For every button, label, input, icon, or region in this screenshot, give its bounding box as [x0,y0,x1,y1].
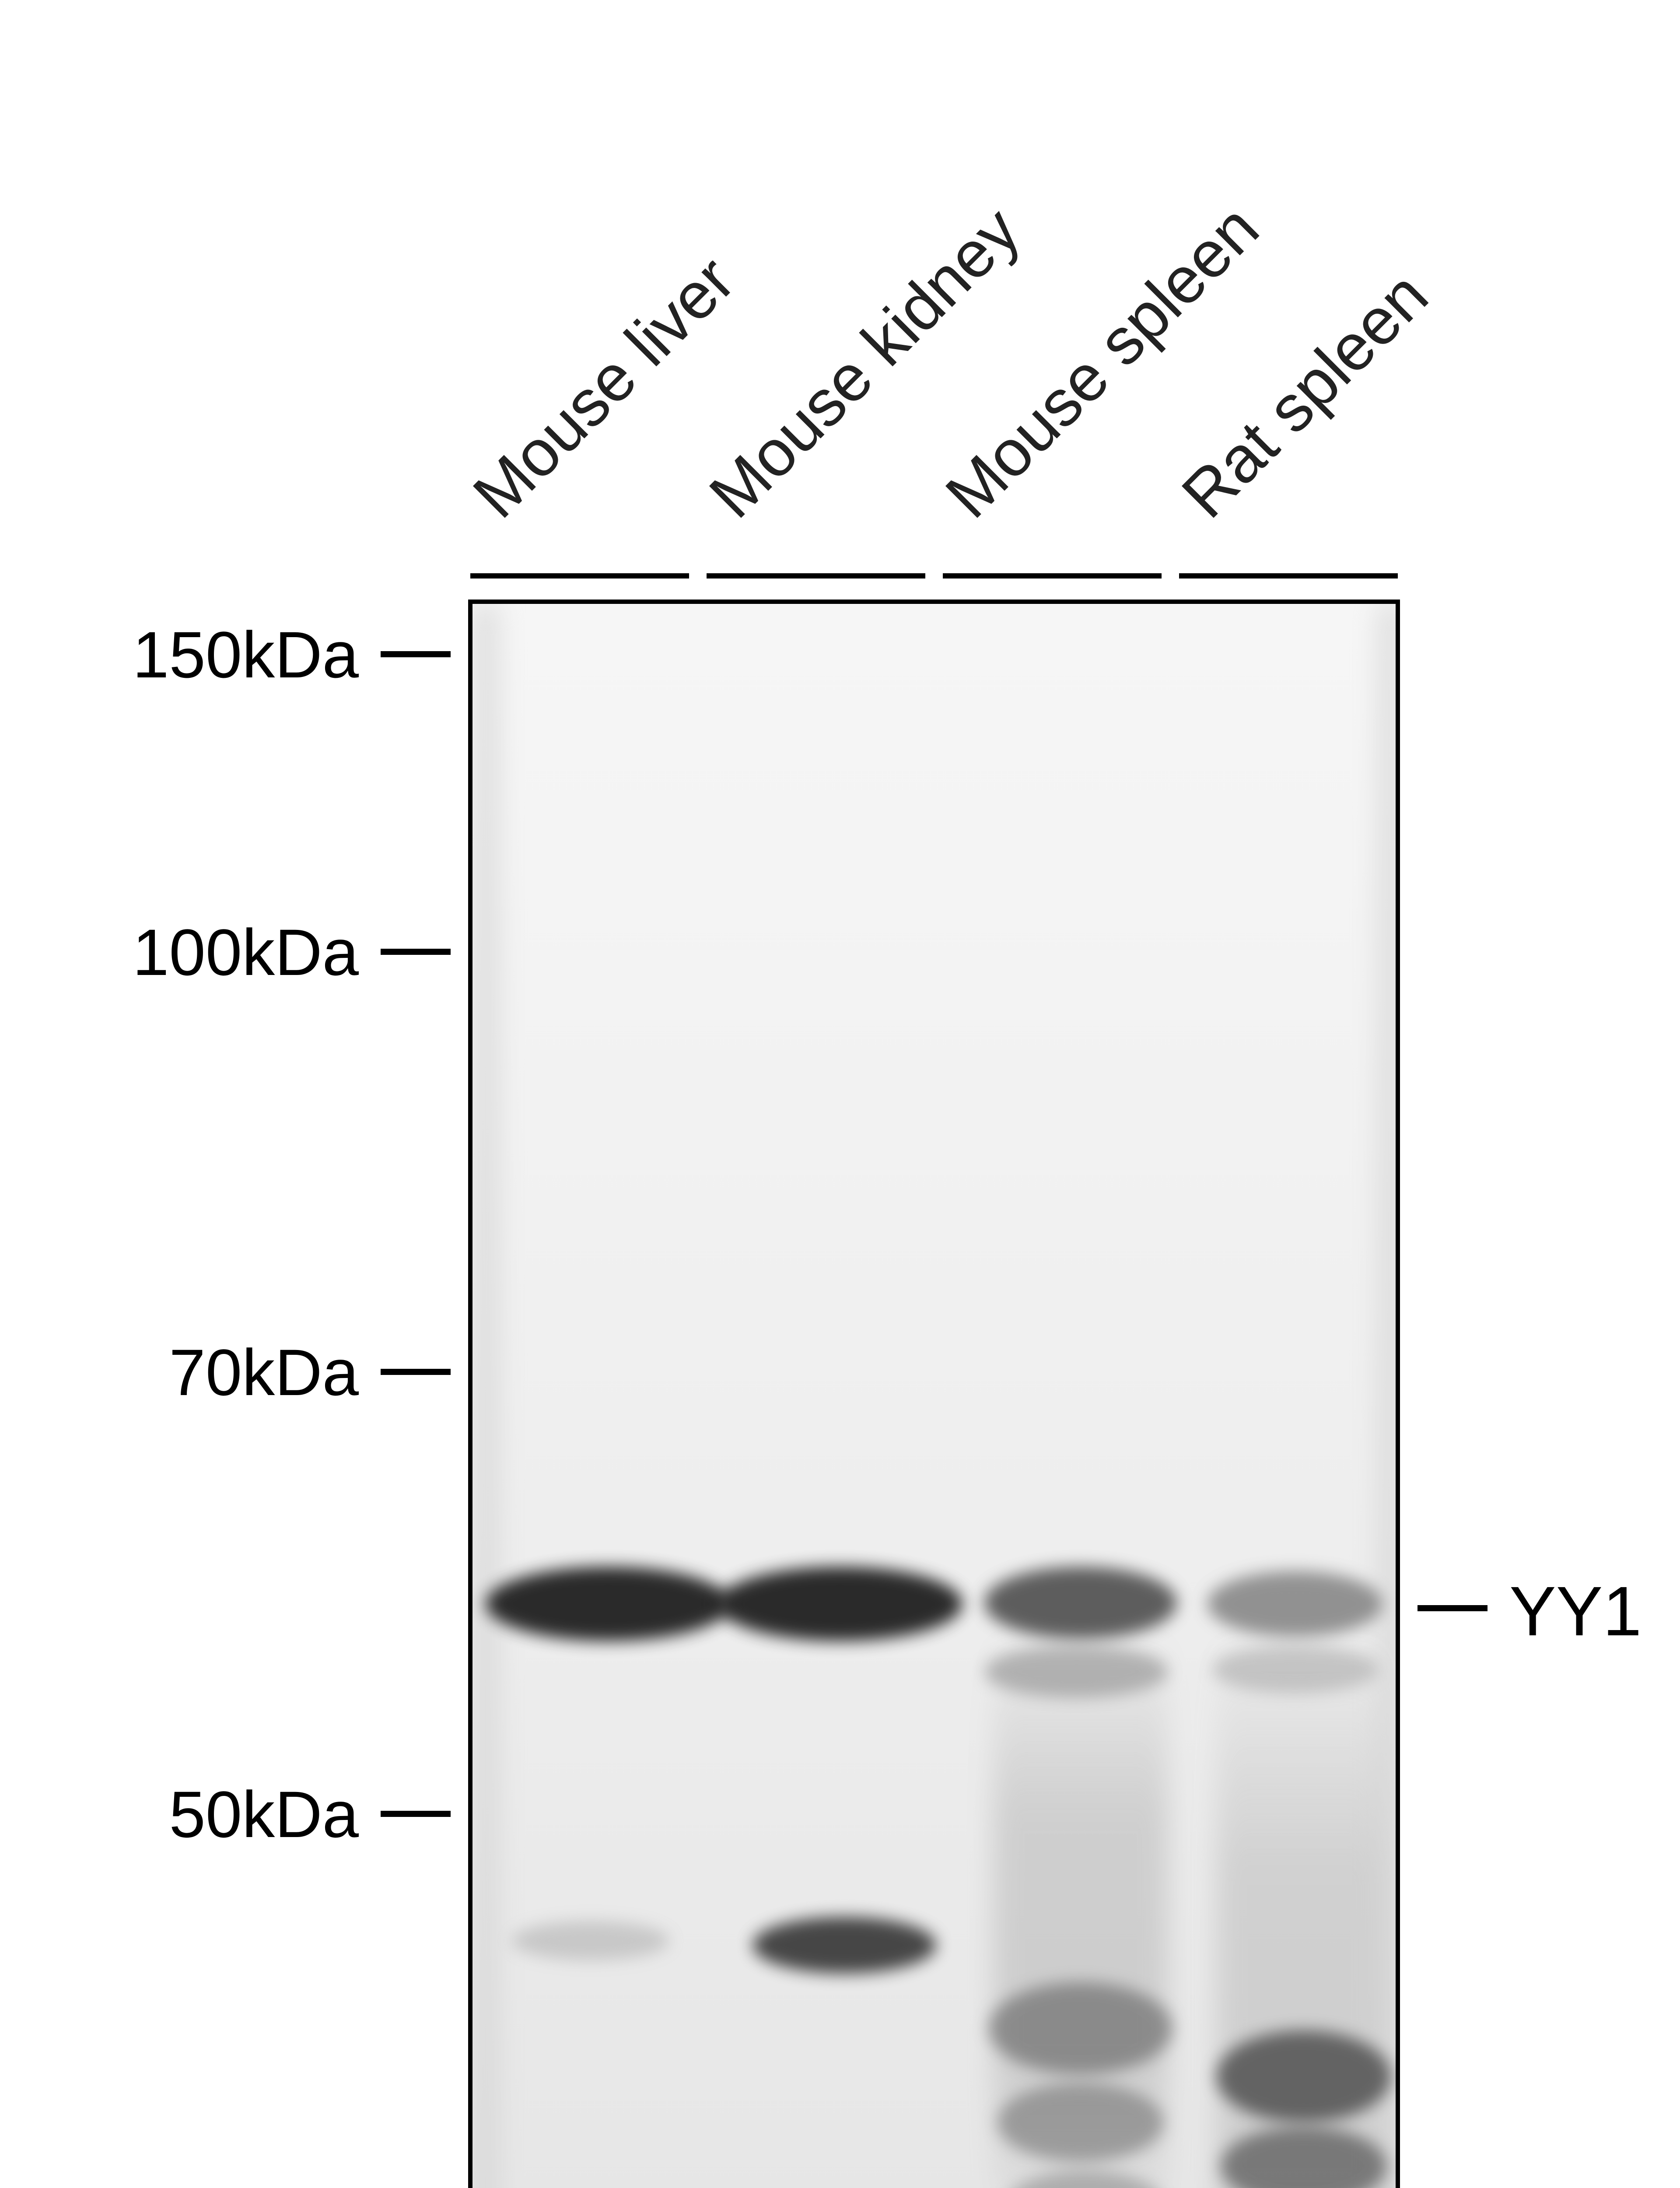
mw-tick [381,949,451,955]
band [1208,1571,1382,1637]
band [1216,2030,1391,2122]
band [984,1567,1177,1639]
band [998,2083,1164,2162]
band [989,1982,1172,2074]
band [1212,1645,1378,1694]
mw-tick [381,1811,451,1817]
lane-underline [707,573,925,579]
lane-underline [943,573,1162,579]
lane-underline [1179,573,1398,579]
band [984,1645,1168,1698]
figure-container: Mouse liver Mouse kidney Mouse spleen Ra… [0,0,1680,2188]
lane-underline [470,573,689,579]
mw-label-150kda: 150kDa [52,617,359,693]
protein-label-yy1: YY1 [1509,1571,1642,1652]
protein-tick [1418,1605,1488,1611]
band [512,1921,669,1960]
mw-tick [381,651,451,657]
band [718,1567,962,1641]
blot-membrane [468,600,1400,2188]
band [752,1917,936,1974]
mw-label-50kda: 50kDa [52,1777,359,1852]
mw-label-70kda: 70kDa [52,1335,359,1410]
edge-shading [472,604,499,2188]
mw-label-100kda: 100kDa [52,915,359,990]
band [486,1567,731,1641]
mw-tick [381,1369,451,1375]
